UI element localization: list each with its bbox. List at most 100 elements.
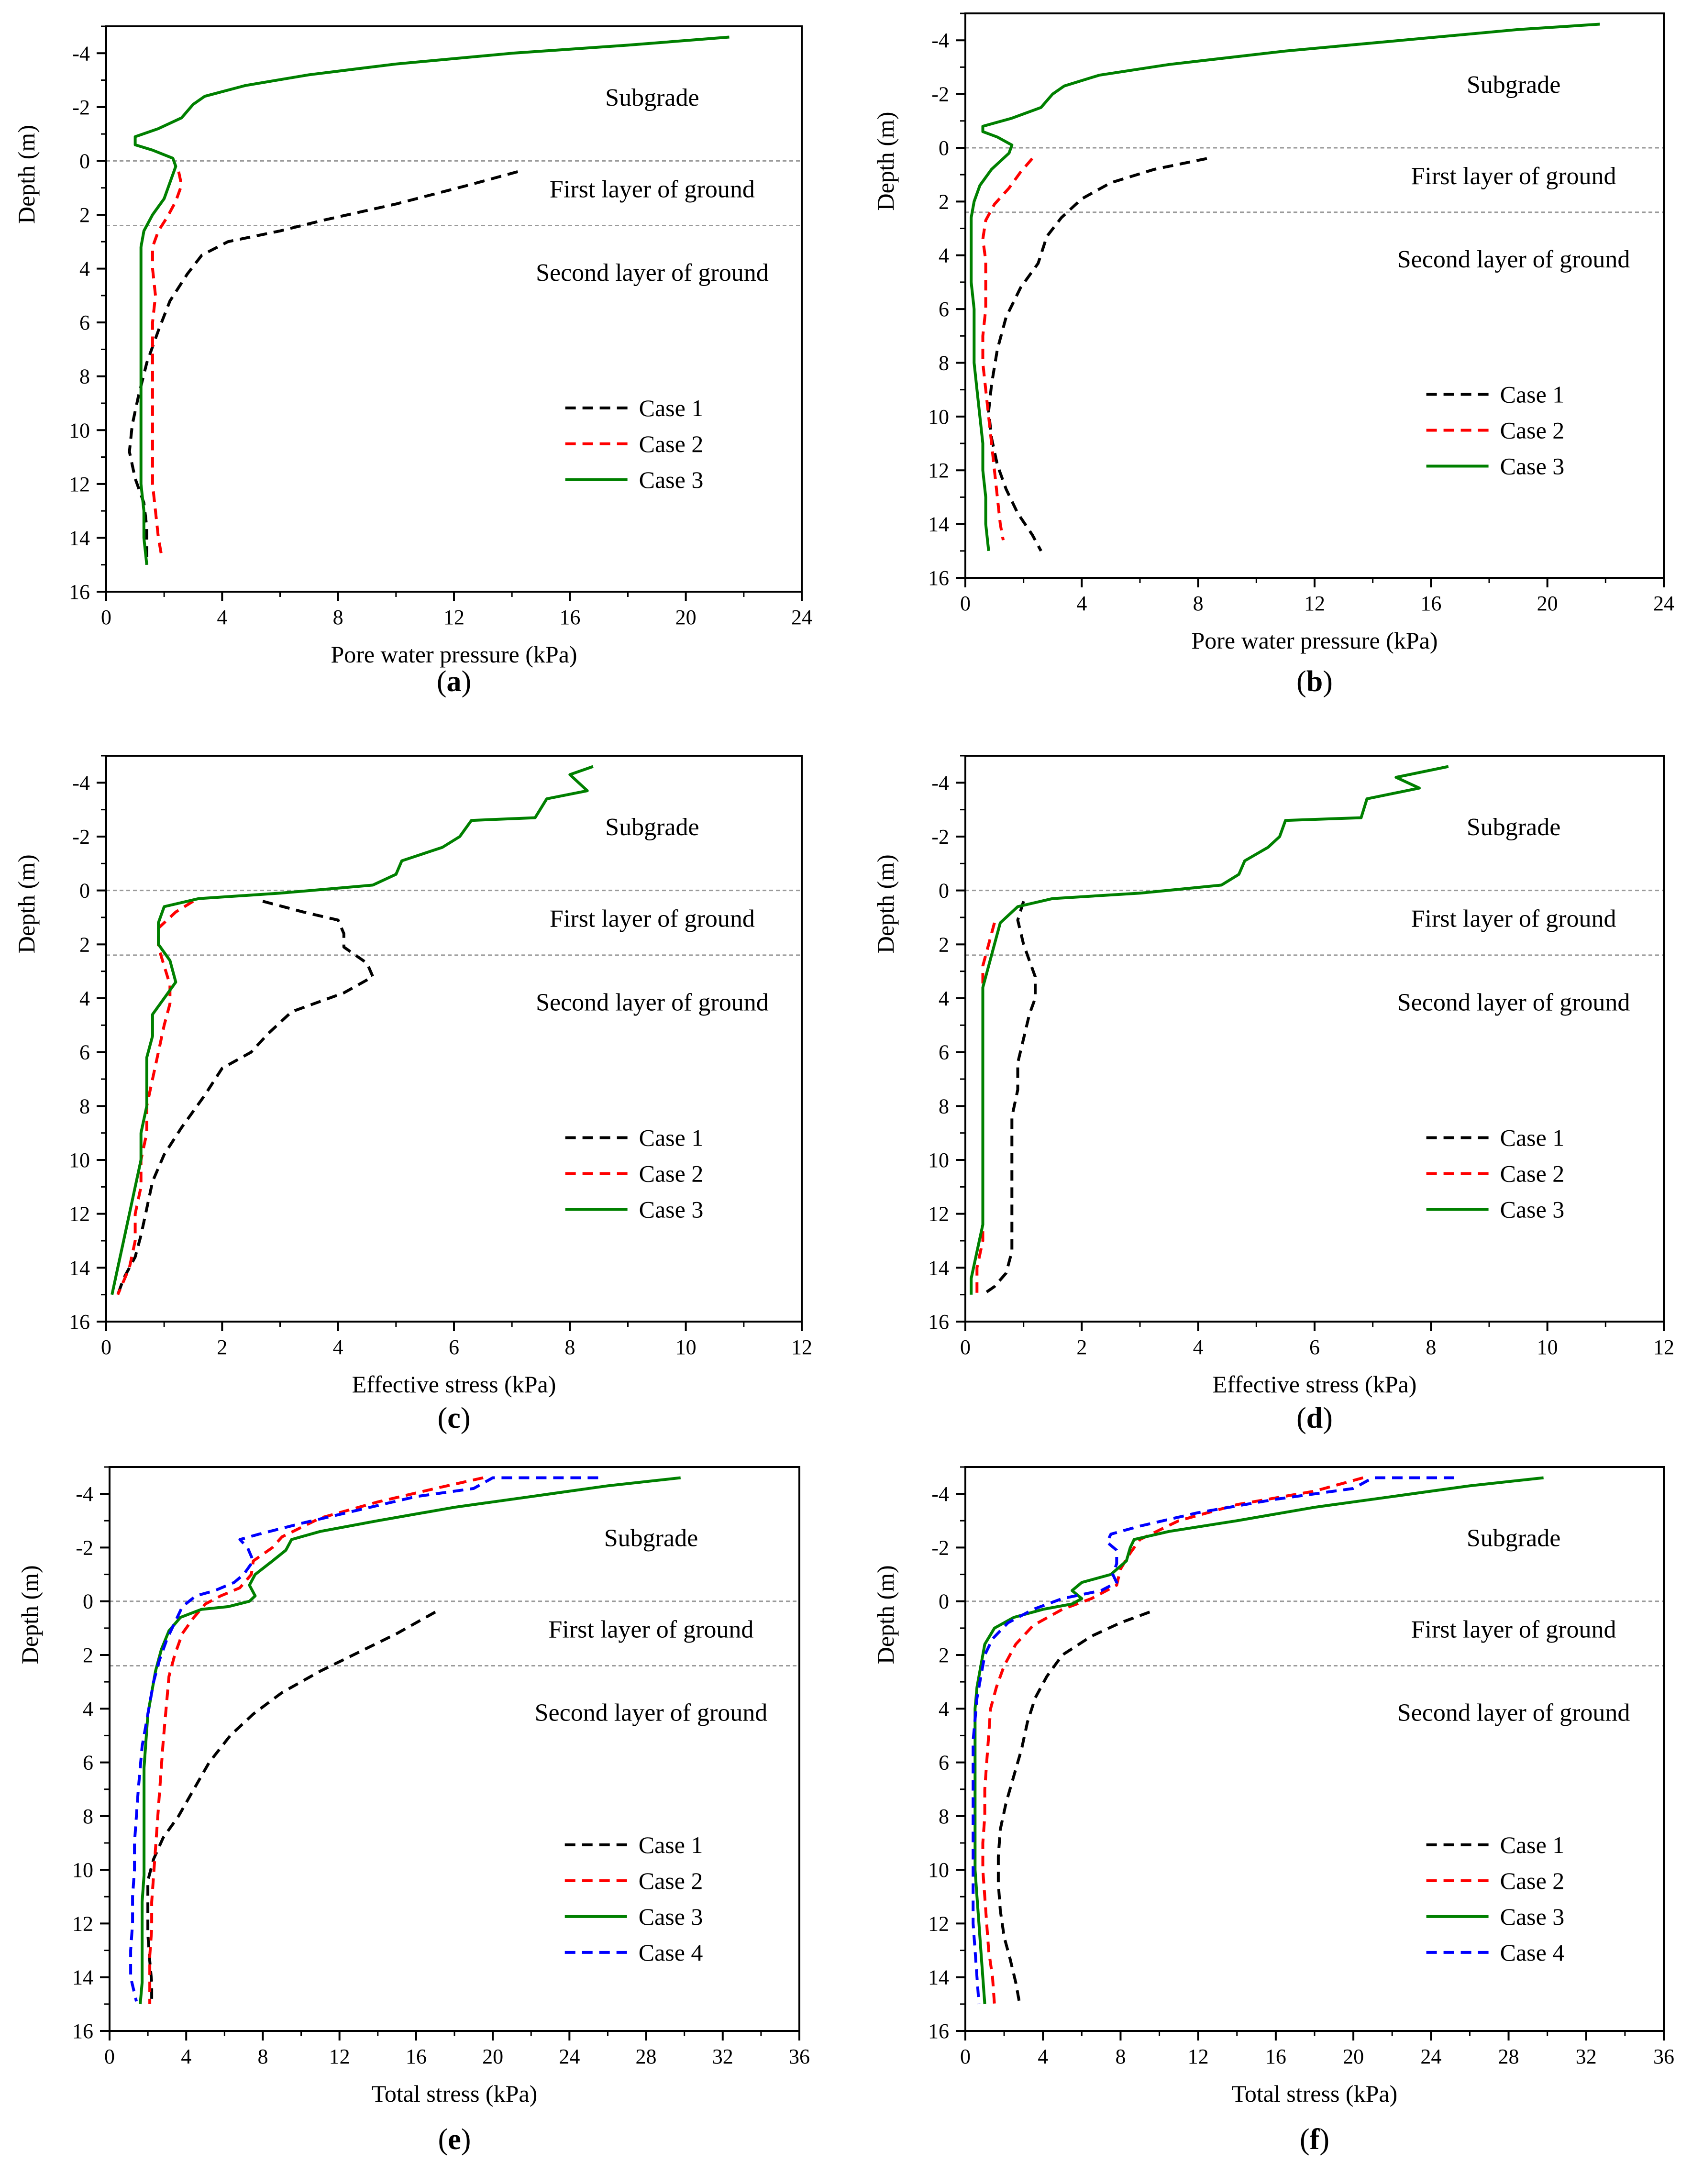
y-tick-label: 14: [928, 513, 949, 536]
region-label: Second layer of ground: [1397, 246, 1630, 273]
y-axis-label: Depth (m): [13, 125, 40, 224]
y-tick-label: -4: [931, 771, 949, 794]
x-tick-label: 20: [482, 2045, 503, 2068]
x-tick-label: 8: [564, 1335, 575, 1359]
region-label: Second layer of ground: [1397, 989, 1630, 1016]
x-tick-label: 12: [443, 606, 464, 629]
y-tick-label: 8: [939, 1805, 949, 1828]
region-label: Second layer of ground: [1397, 1699, 1630, 1727]
y-tick-label: 6: [939, 1751, 949, 1775]
legend-label: Case 4: [639, 1939, 703, 1966]
series-line-case-1: [982, 901, 1037, 1296]
y-tick-label: 2: [83, 1644, 93, 1667]
x-tick-label: 32: [712, 2045, 733, 2068]
x-tick-label: 12: [1304, 592, 1325, 615]
y-tick-label: -2: [72, 825, 90, 849]
x-tick-label: 4: [1038, 2045, 1048, 2068]
y-tick-label: 0: [79, 149, 90, 173]
panel-label: (e): [438, 2123, 471, 2156]
y-axis-label: Depth (m): [872, 112, 899, 211]
y-tick-label: 14: [72, 1966, 93, 1989]
series-line-case-3: [970, 22, 1600, 552]
y-tick-label: 4: [939, 987, 949, 1010]
x-tick-label: 4: [1193, 1335, 1204, 1359]
region-label: First layer of ground: [1411, 1616, 1616, 1644]
y-tick-label: 14: [69, 526, 90, 550]
y-tick-label: 2: [939, 933, 949, 956]
y-tick-label: 8: [83, 1805, 93, 1828]
series-line-case-2: [116, 900, 194, 1295]
x-tick-label: 0: [101, 1335, 111, 1359]
x-tick-label: 8: [257, 2045, 268, 2068]
y-tick-label: 10: [928, 405, 949, 429]
y-tick-label: 12: [72, 1912, 93, 1935]
x-tick-label: 12: [1653, 1335, 1674, 1359]
legend-label: Case 2: [639, 1867, 703, 1894]
y-tick-label: 10: [69, 1148, 90, 1172]
x-tick-label: 20: [1343, 2045, 1364, 2068]
x-tick-label: 16: [1420, 592, 1441, 615]
y-tick-label: 6: [939, 1041, 949, 1064]
y-tick-label: -4: [76, 1482, 93, 1506]
series-line-case-4: [129, 1476, 598, 2002]
legend-label: Case 3: [1500, 1903, 1565, 1930]
x-tick-label: 24: [1653, 592, 1674, 615]
x-tick-label: 8: [1115, 2045, 1126, 2068]
series-line-case-3: [973, 1476, 1544, 2005]
x-tick-label: 2: [217, 1335, 227, 1359]
region-label: Second layer of ground: [535, 1699, 768, 1727]
y-tick-label: 14: [69, 1256, 90, 1280]
legend-label: Case 1: [639, 1125, 704, 1151]
legend-label: Case 2: [1500, 1160, 1565, 1187]
y-tick-label: 6: [79, 311, 90, 334]
y-tick-label: 4: [939, 1697, 949, 1721]
y-tick-label: 12: [69, 473, 90, 496]
legend-label: Case 3: [639, 1196, 704, 1223]
series-line-case-3: [139, 1476, 681, 2005]
x-tick-label: 0: [104, 2045, 115, 2068]
x-tick-label: 24: [559, 2045, 580, 2068]
series-line-case-2: [981, 1476, 1364, 2005]
y-tick-label: 6: [79, 1041, 90, 1064]
y-tick-label: 16: [72, 2019, 93, 2043]
panel-label: (b): [1296, 665, 1333, 698]
y-tick-label: -2: [931, 825, 949, 849]
region-label: First layer of ground: [1411, 163, 1616, 190]
y-tick-label: -2: [931, 83, 949, 106]
y-axis-label: Depth (m): [16, 1565, 43, 1664]
x-tick-label: 16: [559, 606, 580, 629]
y-axis-label: Depth (m): [872, 1565, 899, 1664]
panel-e: 0 4 8 12 16 20 24 28 32 36-4-20246810121416Total …: [16, 1466, 810, 2156]
y-tick-label: 10: [69, 419, 90, 442]
y-tick-label: 10: [928, 1148, 949, 1172]
x-tick-label: 8: [1193, 592, 1204, 615]
x-tick-label: 4: [1076, 592, 1087, 615]
region-label: Subgrade: [1467, 1525, 1560, 1552]
x-tick-label: 6: [449, 1335, 459, 1359]
legend-label: Case 3: [1500, 1196, 1565, 1223]
y-axis-label: Depth (m): [872, 854, 899, 953]
y-tick-label: 4: [83, 1697, 93, 1721]
x-tick-label: 8: [333, 606, 343, 629]
y-tick-label: -4: [72, 42, 90, 65]
legend-label: Case 2: [1500, 1867, 1565, 1894]
y-tick-label: 10: [72, 1858, 93, 1882]
y-tick-label: 4: [939, 244, 949, 267]
x-tick-label: 4: [333, 1335, 343, 1359]
y-tick-label: -4: [931, 1482, 949, 1506]
y-tick-label: 16: [69, 580, 90, 604]
y-tick-label: 8: [939, 351, 949, 375]
y-tick-label: -2: [76, 1536, 93, 1559]
y-tick-label: 10: [928, 1858, 949, 1882]
x-tick-label: 0: [101, 606, 111, 629]
x-tick-label: 0: [960, 1335, 971, 1359]
x-axis-label: Pore water pressure (kPa): [1191, 627, 1438, 654]
legend-label: Case 3: [639, 1903, 703, 1930]
x-tick-label: 20: [675, 606, 697, 629]
panel-label: (c): [438, 1402, 471, 1434]
x-axis-label: Effective stress (kPa): [1213, 1371, 1417, 1398]
region-label: Subgrade: [605, 814, 699, 841]
x-tick-label: 28: [1498, 2045, 1519, 2068]
